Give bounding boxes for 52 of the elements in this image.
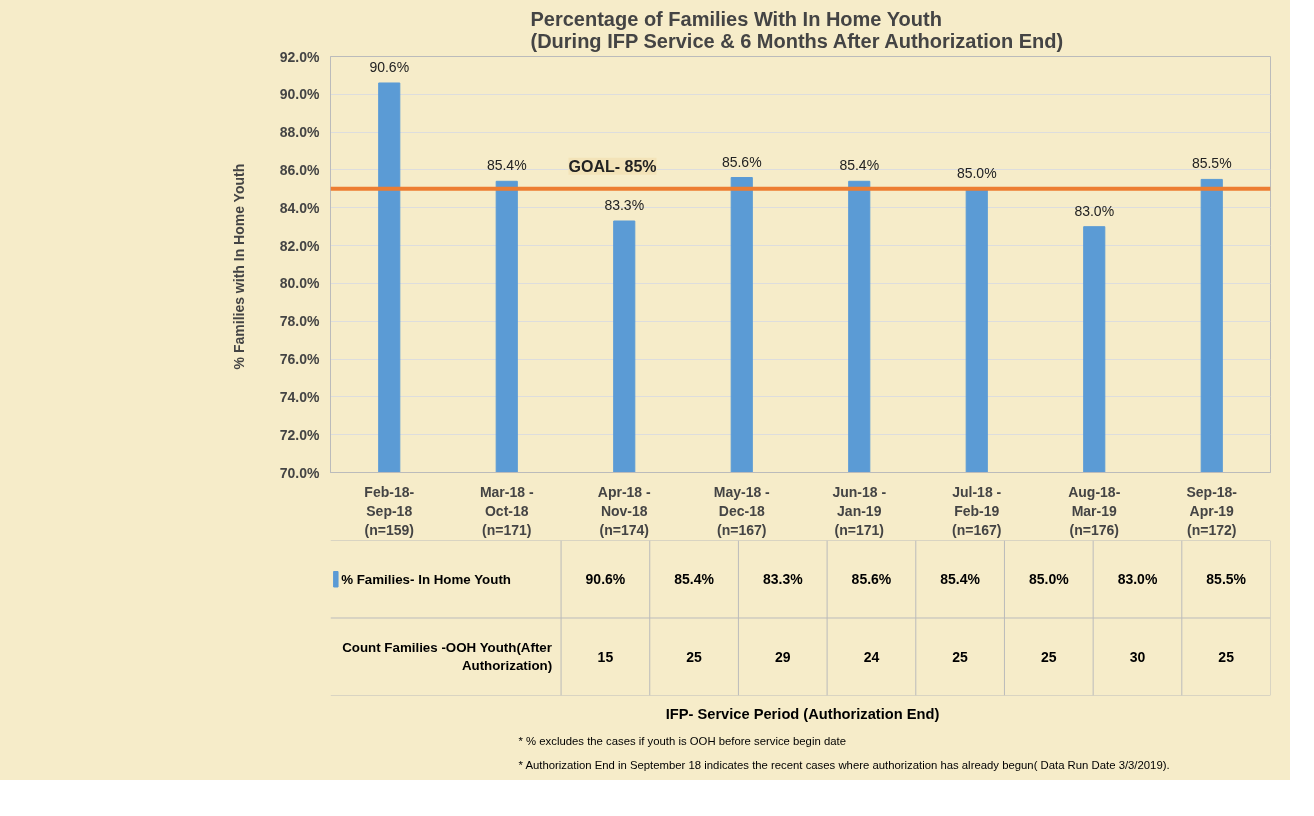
text: * % excludes the cases if youth is OOH before service begin date — [518, 734, 846, 747]
x-tick-label: Aug-18- Mar-19 (n=176) — [1068, 483, 1121, 538]
x-tick-label: Sep-18- Apr-19 (n=172) — [1186, 483, 1238, 538]
text: 85.6% — [851, 571, 892, 588]
y-tick-label: 88.0% — [279, 124, 321, 141]
text: 85.4% — [940, 571, 980, 588]
data-label: 85.4% — [839, 157, 880, 174]
text: 29 — [774, 648, 791, 665]
data-label: 85.0% — [956, 164, 997, 181]
text: 83.0% — [1117, 571, 1158, 588]
data-label: 85.6% — [721, 153, 762, 170]
x-tick-label: Jun-18 - Jan-19 (n=171) — [832, 483, 887, 538]
data-label: 85.5% — [1191, 155, 1232, 172]
data-label: 83.0% — [1074, 202, 1115, 219]
y-tick-label: 78.0% — [279, 313, 321, 330]
y-tick-label: 74.0% — [279, 388, 321, 405]
text: 15 — [597, 648, 614, 665]
y-tick-label: 72.0% — [279, 426, 321, 443]
y-tick-label: 92.0% — [279, 48, 321, 65]
x-tick-label: May-18 - Dec-18 (n=167) — [713, 483, 771, 538]
x-tick-label: Mar-18 - Oct-18 (n=171) — [479, 483, 534, 538]
text: 25 — [1041, 648, 1057, 665]
y-tick-label: 80.0% — [279, 275, 321, 292]
y-tick-label: 86.0% — [279, 161, 321, 178]
text: 90.6% — [585, 571, 626, 588]
data-label: 90.6% — [369, 58, 410, 75]
y-tick-label: 90.0% — [279, 86, 321, 103]
text: 24 — [863, 648, 880, 665]
x-tick-label: Feb-18- Sep-18 (n=159) — [364, 483, 415, 538]
text: 85.5% — [1206, 571, 1247, 588]
data-label: 85.4% — [486, 157, 527, 174]
y-tick-label: 82.0% — [279, 237, 321, 254]
chart-title: Percentage of Families With In Home Youth (During IFP Service & 6 Months After Authorization End) — [530, 7, 1064, 52]
text: IFP- Service Period (Authorization End) — [665, 705, 940, 722]
x-tick-label: Jul-18 - Feb-19 (n=167) — [952, 483, 1002, 538]
text: 25 — [952, 648, 969, 665]
y-axis-title: % Families with In Home Youth — [230, 163, 247, 370]
y-tick-label: 84.0% — [279, 199, 321, 216]
ref-line-label: GOAL- 85% — [568, 157, 657, 175]
text: 85.0% — [1028, 571, 1069, 588]
text: * Authorization End in September 18 indicates the recent cases where authorization has already begun( Data Run Date 3/3/2019). — [518, 758, 1170, 771]
text: 83.3% — [762, 571, 803, 588]
text: 25 — [1218, 648, 1235, 665]
data-label: 83.3% — [604, 197, 645, 214]
text: 30 — [1129, 648, 1146, 665]
text: Count Families -OOH Youth(After Authorization) — [342, 640, 553, 674]
text: 85.4% — [674, 571, 714, 588]
legend-label: % Families- In Home Youth — [341, 571, 511, 587]
text: 25 — [686, 648, 703, 665]
x-tick-label: Apr-18 - Nov-18 (n=174) — [597, 483, 652, 538]
y-tick-label: 70.0% — [279, 464, 321, 481]
y-tick-label: 76.0% — [279, 351, 321, 368]
